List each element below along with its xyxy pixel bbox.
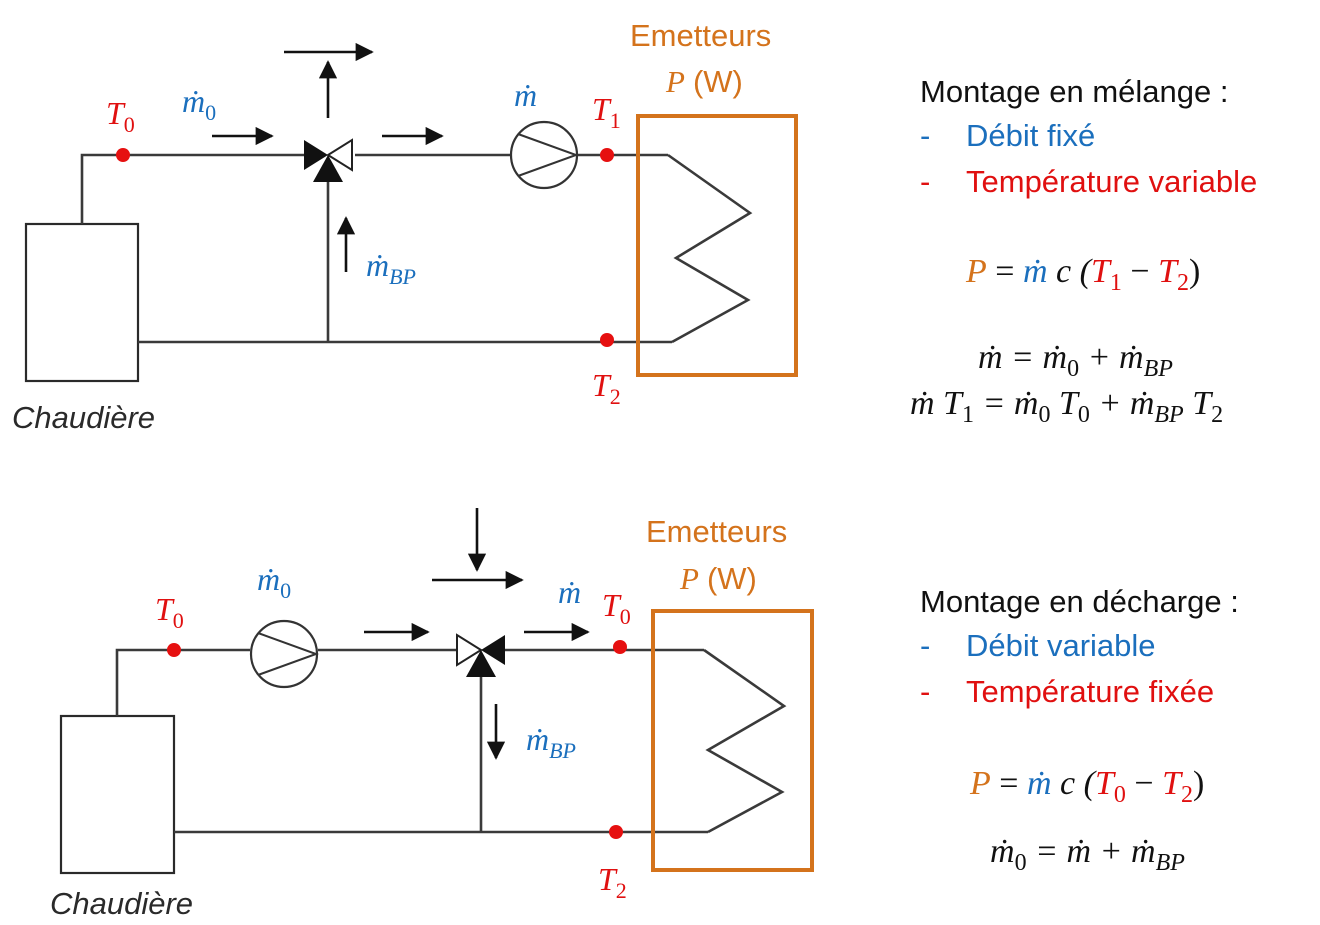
panel-top-equation-flow: ṁ = ṁ0 + ṁBP bbox=[978, 339, 1173, 382]
boiler-bottom bbox=[59, 714, 176, 875]
supply-pipe-top bbox=[80, 153, 305, 224]
three-way-valve-top bbox=[304, 138, 353, 182]
panel-top-equation-energy: ṁ T1 = ṁ0 T0 + ṁBP T2 bbox=[910, 385, 1223, 428]
label-t0-left-bottom: T0 bbox=[155, 591, 184, 633]
panel-bottom-bullet-1: - bbox=[920, 628, 930, 663]
panel-bottom-equation-power: P = ṁ c (T0 − T2) bbox=[969, 765, 1204, 808]
label-t0-top: T0 bbox=[106, 95, 135, 137]
emitter-power-top: P (W) bbox=[665, 64, 743, 99]
panel-bottom-equation-flow: ṁ0 = ṁ + ṁBP bbox=[990, 833, 1185, 876]
temp-point-t0-left-bottom bbox=[167, 643, 181, 657]
supply-pipe-bottom bbox=[115, 648, 250, 716]
panel-diverting: Montage en décharge : - Débit variable -… bbox=[920, 584, 1239, 876]
temp-point-t0-right-bottom bbox=[613, 640, 627, 654]
diagram-diverting: Chaudière Emetteurs bbox=[50, 508, 814, 921]
label-m-top: ṁ bbox=[514, 77, 537, 113]
label-t2-bottom: T2 bbox=[598, 861, 627, 903]
temp-point-t2-top bbox=[600, 333, 614, 347]
temp-point-t2-bottom bbox=[609, 825, 623, 839]
emitter-coil-bottom bbox=[703, 648, 787, 834]
label-m0-top: ṁ0 bbox=[182, 83, 216, 125]
panel-top-bullet-1: - bbox=[920, 118, 930, 153]
three-way-valve-bottom bbox=[456, 633, 505, 677]
panel-bottom-item-2: Température fixée bbox=[966, 674, 1214, 709]
label-m0-bottom: ṁ0 bbox=[257, 561, 291, 603]
pump-top bbox=[509, 120, 579, 190]
emitter-coil-top bbox=[667, 153, 753, 344]
label-mbp-top: ṁBP bbox=[366, 247, 416, 289]
emitter-box-top bbox=[636, 114, 798, 377]
pump-bottom bbox=[249, 619, 319, 689]
label-t0-right-bottom: T0 bbox=[602, 587, 631, 629]
label-t1-top: T1 bbox=[592, 91, 621, 133]
emitter-box-bottom bbox=[651, 609, 814, 872]
panel-top-title: Montage en mélange : bbox=[920, 74, 1229, 109]
label-t2-top: T2 bbox=[592, 367, 621, 409]
emitter-title-top: Emetteurs bbox=[630, 18, 771, 53]
panel-bottom-item-1: Débit variable bbox=[966, 628, 1156, 663]
boiler-top bbox=[24, 222, 140, 383]
panel-top-item-1: Débit fixé bbox=[966, 118, 1095, 153]
label-mbp-bottom: ṁBP bbox=[526, 721, 576, 763]
panel-top-item-2: Température variable bbox=[966, 164, 1257, 199]
panel-top-bullet-2: - bbox=[920, 164, 930, 199]
temp-point-t0-top bbox=[116, 148, 130, 162]
panel-bottom-bullet-2: - bbox=[920, 674, 930, 709]
diagram-mixing: Chaudière Emetteurs bbox=[12, 18, 798, 435]
panel-top-equation-power: P = ṁ c (T1 − T2) bbox=[965, 253, 1200, 296]
boiler-bottom-label: Chaudière bbox=[50, 886, 193, 921]
label-m-bottom: ṁ bbox=[558, 574, 581, 610]
panel-mixing: Montage en mélange : - Débit fixé - Temp… bbox=[910, 74, 1257, 428]
panel-bottom-title: Montage en décharge : bbox=[920, 584, 1239, 619]
emitter-title-bottom: Emetteurs bbox=[646, 514, 787, 549]
temp-point-t1-top bbox=[600, 148, 614, 162]
emitter-power-bottom: P (W) bbox=[679, 561, 757, 596]
boiler-top-label: Chaudière bbox=[12, 400, 155, 435]
